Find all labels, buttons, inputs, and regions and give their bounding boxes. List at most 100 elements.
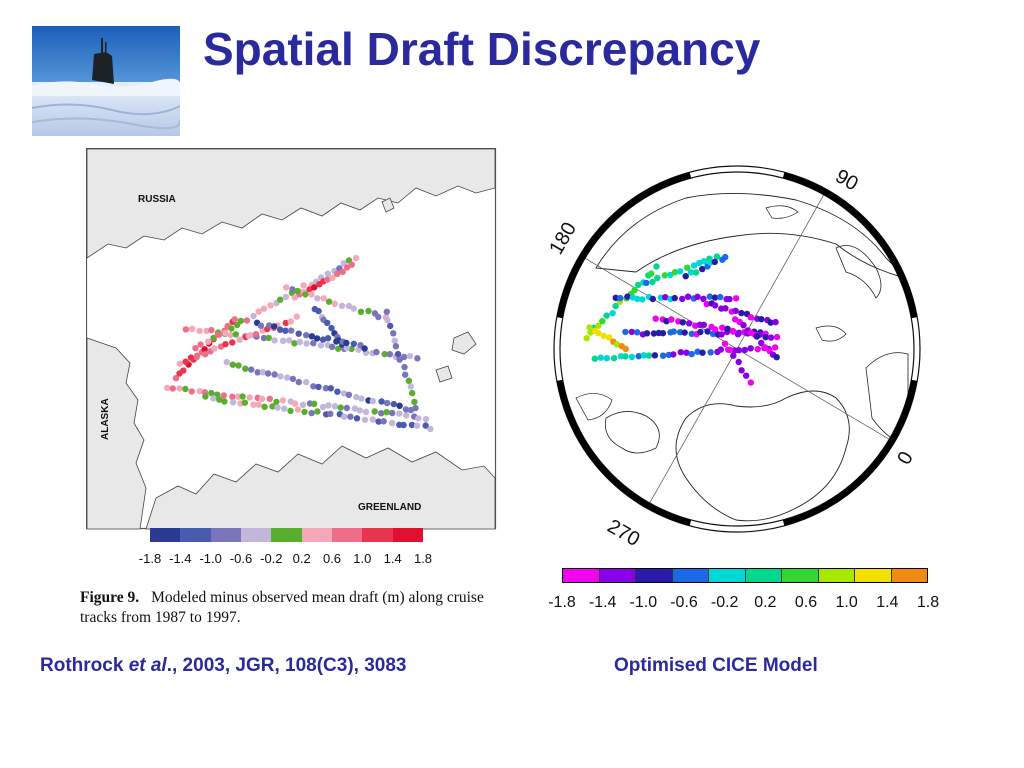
track-point [617, 294, 624, 302]
colorbar-swatch [331, 528, 363, 542]
track-point [255, 401, 262, 408]
track-point [767, 319, 774, 326]
russia-label: RUSSIA [138, 194, 176, 205]
track-point [229, 339, 236, 346]
track-point [722, 253, 729, 261]
track-point [334, 270, 341, 277]
track-point [353, 415, 361, 422]
citation-model: Optimised CICE Model [614, 655, 818, 676]
track-point [409, 389, 416, 397]
track-point [211, 345, 218, 352]
colorbar-swatch [240, 528, 272, 542]
track-point [289, 375, 297, 383]
track-point [254, 369, 261, 376]
track-point [293, 313, 300, 320]
track-point [772, 318, 779, 326]
track-point [266, 395, 273, 402]
track-point [375, 313, 382, 321]
track-point [282, 327, 289, 334]
track-point [396, 402, 403, 409]
track-point [726, 346, 734, 354]
track-point [351, 405, 359, 412]
track-point [343, 344, 350, 352]
colorbar-tick-label: 1.4 [876, 594, 899, 611]
track-point [373, 348, 380, 356]
track-point [361, 345, 368, 352]
track-point [609, 310, 616, 317]
track-point [741, 346, 748, 354]
track-point [624, 293, 631, 300]
track-point [311, 284, 318, 291]
track-point [743, 372, 750, 379]
track-point [650, 330, 658, 337]
track-point [313, 335, 321, 342]
track-point [295, 378, 302, 386]
track-point [343, 339, 350, 347]
track-point [392, 343, 400, 350]
track-point [286, 337, 293, 344]
track-point [319, 403, 327, 411]
track-point [182, 385, 189, 393]
track-point [350, 340, 357, 347]
track-point [383, 308, 390, 315]
track-point [287, 318, 294, 325]
track-point [214, 331, 221, 338]
colorbar-swatch [818, 569, 855, 582]
track-point [193, 352, 201, 359]
track-point [271, 323, 278, 330]
track-point [287, 407, 294, 415]
track-point [353, 393, 360, 401]
track-point [343, 264, 351, 271]
track-point [651, 352, 659, 359]
colorbar-swatch [301, 528, 332, 542]
track-point [172, 375, 180, 382]
track-point [681, 329, 688, 336]
track-point [324, 270, 331, 277]
track-point [735, 358, 742, 366]
track-point [635, 353, 642, 360]
track-point [688, 350, 695, 358]
track-point [380, 418, 387, 425]
track-point [692, 269, 700, 276]
track-point [259, 369, 267, 376]
track-point [176, 360, 183, 367]
track-point [180, 367, 187, 374]
track-point [231, 316, 238, 323]
track-point [301, 408, 308, 416]
track-point [628, 328, 635, 336]
track-point [357, 308, 365, 315]
track-point [690, 262, 698, 269]
track-point [732, 307, 739, 314]
track-point [391, 337, 398, 344]
track-point [266, 322, 273, 329]
greenland-label: GREENLAND [358, 502, 421, 513]
track-point [327, 385, 334, 392]
track-point [659, 352, 667, 359]
track-point [631, 286, 638, 294]
track-point [279, 337, 287, 344]
track-point [271, 337, 278, 344]
track-point [670, 351, 677, 358]
track-point [324, 335, 332, 342]
track-point [176, 385, 183, 392]
track-point [603, 312, 610, 319]
track-point [388, 419, 396, 427]
colorbar-swatch [150, 528, 181, 542]
track-point [339, 268, 346, 276]
track-point [617, 353, 625, 360]
track-point [378, 410, 385, 417]
track-point [345, 391, 353, 398]
colorbar-swatch [180, 528, 211, 542]
track-point [583, 335, 590, 342]
track-point [659, 330, 667, 337]
track-point [236, 336, 243, 343]
track-point [668, 316, 675, 323]
track-point [223, 358, 230, 366]
track-point [182, 326, 190, 333]
track-point [196, 388, 204, 395]
track-point [239, 393, 246, 400]
citation-author: Rothrock [40, 655, 124, 676]
track-point [348, 261, 355, 268]
track-point [182, 358, 189, 365]
track-point [747, 345, 754, 352]
